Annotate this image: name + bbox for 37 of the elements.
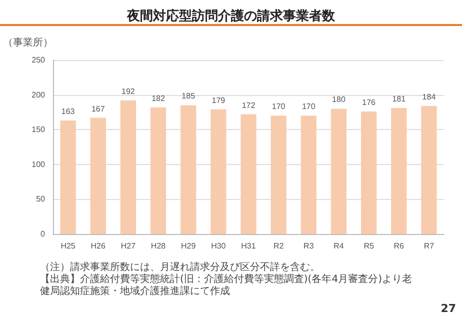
x-tick-label: H30: [211, 242, 226, 250]
x-tick-label: R6: [394, 242, 405, 250]
data-label: 184: [422, 92, 436, 102]
x-tick-label: H28: [150, 242, 166, 250]
y-axis-title: （事業所）: [3, 36, 53, 48]
data-label: 170: [272, 102, 286, 112]
text: 27: [440, 302, 456, 315]
y-tick-label: 0: [40, 230, 46, 238]
text: （注）請求事業所数には、月遅れ請求分及び区分不詳を含む。: [40, 262, 321, 274]
data-label: 176: [362, 98, 376, 108]
data-label: 181: [392, 94, 406, 104]
x-tick-label: R5: [364, 242, 374, 250]
y-tick-label: 50: [36, 194, 46, 204]
y-tick-label: 150: [32, 125, 46, 134]
data-label: 163: [61, 107, 76, 116]
x-tick-label: H31: [241, 242, 256, 250]
data-label: 170: [302, 102, 316, 112]
x-tick-label: R7: [424, 242, 435, 250]
text: 【出典】介護給付費等実態統計(旧：介護給付費等実態調査)(各年4月審査分)より老健局認知症施策・地域介護推進課にて作成: [40, 274, 413, 298]
data-label: 182: [152, 94, 166, 103]
x-tick-label: R2: [273, 242, 284, 250]
data-label: 179: [212, 96, 226, 105]
x-tick-label: H29: [181, 242, 196, 250]
x-tick-label: R4: [334, 242, 344, 250]
x-tick-label: R3: [304, 242, 314, 250]
chart-title: 夜間対応型訪問介護の請求事業者数: [126, 8, 336, 23]
y-tick-label: 200: [32, 90, 46, 100]
x-tick-label: H26: [90, 242, 106, 250]
y-tick-label: 100: [32, 160, 46, 169]
x-tick-label: H27: [120, 242, 136, 250]
y-tick-label: 250: [32, 56, 46, 64]
data-label: 180: [332, 95, 346, 104]
data-label: 185: [182, 92, 196, 101]
data-label: 172: [242, 100, 256, 110]
x-tick-label: H25: [60, 242, 76, 250]
data-label: 167: [91, 104, 106, 114]
data-label: 192: [122, 86, 136, 96]
